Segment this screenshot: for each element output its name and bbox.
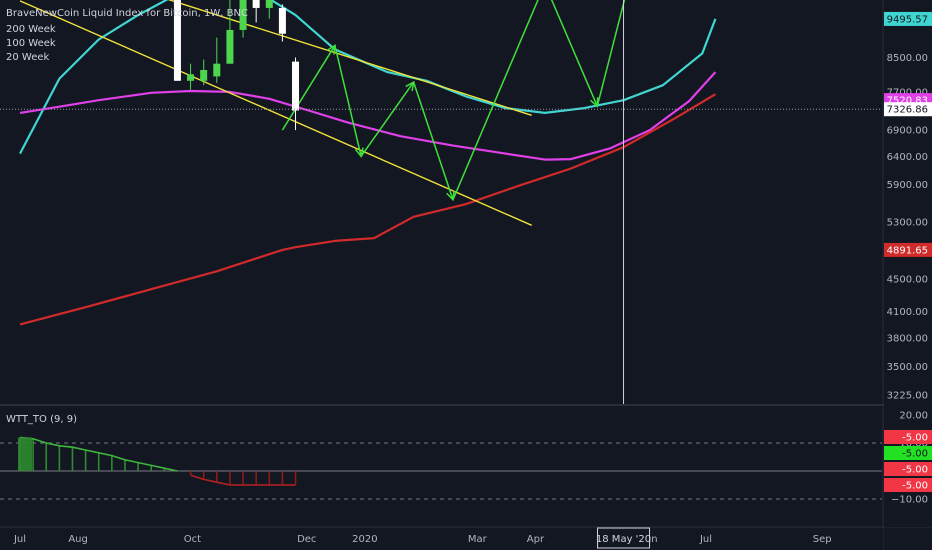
candle-body <box>278 7 286 34</box>
osc-tick-label: 20.00 <box>899 411 928 422</box>
legend-ma200[interactable]: 200 Week <box>6 24 56 35</box>
candle-body <box>187 74 195 81</box>
ma-line-100-week <box>19 71 717 161</box>
price-tick-label: 8500.00 <box>887 53 928 64</box>
osc-badge-label: -5.00 <box>902 449 928 460</box>
price-badge <box>884 11 932 26</box>
time-axis-background <box>0 528 883 550</box>
projection-arrow-segment <box>360 81 415 157</box>
chart-title: BraveNewCoin Liquid Index for Bitcoin, 1… <box>6 8 248 19</box>
candle-body <box>173 0 181 81</box>
channel-line-lower <box>19 0 532 226</box>
projection-arrow-segment <box>452 0 539 201</box>
time-tick-label: Jul <box>699 534 712 545</box>
time-tick-label: Sep <box>813 534 832 545</box>
price-tick-label: 6900.00 <box>887 126 928 137</box>
candle-body <box>239 0 247 30</box>
osc-line-negative <box>190 474 296 486</box>
candle-body <box>265 0 273 8</box>
price-badge-label: 4891.65 <box>887 245 928 256</box>
candle-body <box>252 0 260 8</box>
legend-ma100[interactable]: 100 Week <box>6 38 56 49</box>
osc-badge <box>884 462 932 476</box>
cursor-date-label: 18 May '20 <box>596 534 651 545</box>
time-tick-label: Jul <box>13 534 26 545</box>
osc-tick-label: −10.00 <box>891 495 928 506</box>
osc-badge <box>884 478 932 492</box>
legend-ma20[interactable]: 20 Week <box>6 52 50 63</box>
projection-arrow-segment <box>412 81 454 200</box>
price-tick-label: 7700.00 <box>887 87 928 98</box>
price-tick-label: 4500.00 <box>887 274 928 285</box>
osc-badge <box>884 446 932 460</box>
osc-badge-label: -5.00 <box>902 465 928 476</box>
osc-leading-bar <box>18 437 32 471</box>
price-tick-label: 6400.00 <box>887 152 928 163</box>
projection-arrow-segment <box>550 0 598 107</box>
time-tick-label: Oct <box>184 534 201 545</box>
time-tick-label: Dec <box>297 534 316 545</box>
price-badge <box>884 102 932 117</box>
projection-arrow-segment <box>281 45 336 131</box>
candle-body <box>200 70 208 81</box>
time-tick-label: Aug <box>68 534 88 545</box>
osc-badge <box>884 430 932 444</box>
osc-badge-label: -5.00 <box>902 433 928 444</box>
price-tick-label: 3800.00 <box>887 333 928 344</box>
projection-arrow-segment <box>334 45 362 157</box>
channel-line-upper <box>167 0 532 116</box>
projection-arrow-segment <box>596 0 626 107</box>
price-badge <box>884 242 932 257</box>
price-tick-label: 4100.00 <box>887 307 928 318</box>
price-tick-label: 5900.00 <box>887 180 928 191</box>
osc-line-positive <box>19 436 178 472</box>
time-tick-label: Apr <box>527 534 545 545</box>
price-badge-label: 7520.83 <box>887 96 928 107</box>
price-tick-label: 3500.00 <box>887 362 928 373</box>
indicator-label[interactable]: WTT_TO (9, 9) <box>6 414 77 425</box>
candle-body <box>292 61 300 111</box>
time-tick-label: 2020 <box>352 534 377 545</box>
price-badge-label: 9495.57 <box>887 14 928 25</box>
candle-body <box>213 63 221 77</box>
cursor-date-badge <box>597 527 651 549</box>
ma-line-200-week <box>19 93 716 326</box>
osc-badge-label: -5.00 <box>902 481 928 492</box>
time-tick-label: Mar <box>468 534 488 545</box>
price-badge-label: 7326.86 <box>887 105 928 116</box>
candle-body <box>226 29 234 64</box>
price-tick-label: 3225.00 <box>887 390 928 401</box>
price-tick-label: 5300.00 <box>887 217 928 228</box>
